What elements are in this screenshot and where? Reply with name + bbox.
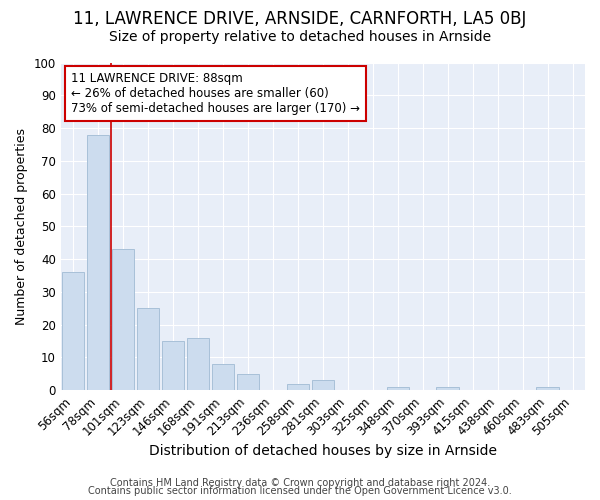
Bar [112, 250, 134, 390]
Bar [236, 374, 259, 390]
Bar [137, 308, 159, 390]
Text: Size of property relative to detached houses in Arnside: Size of property relative to detached ho… [109, 30, 491, 44]
Bar [187, 338, 209, 390]
Text: Contains public sector information licensed under the Open Government Licence v3: Contains public sector information licen… [88, 486, 512, 496]
Text: 11, LAWRENCE DRIVE, ARNSIDE, CARNFORTH, LA5 0BJ: 11, LAWRENCE DRIVE, ARNSIDE, CARNFORTH, … [73, 10, 527, 28]
Bar [311, 380, 334, 390]
Bar [287, 384, 309, 390]
Bar [386, 387, 409, 390]
X-axis label: Distribution of detached houses by size in Arnside: Distribution of detached houses by size … [149, 444, 497, 458]
Bar [536, 387, 559, 390]
Text: 11 LAWRENCE DRIVE: 88sqm
← 26% of detached houses are smaller (60)
73% of semi-d: 11 LAWRENCE DRIVE: 88sqm ← 26% of detach… [71, 72, 360, 116]
Bar [62, 272, 85, 390]
Bar [436, 387, 459, 390]
Bar [87, 134, 109, 390]
Bar [162, 341, 184, 390]
Text: Contains HM Land Registry data © Crown copyright and database right 2024.: Contains HM Land Registry data © Crown c… [110, 478, 490, 488]
Bar [212, 364, 234, 390]
Y-axis label: Number of detached properties: Number of detached properties [15, 128, 28, 325]
